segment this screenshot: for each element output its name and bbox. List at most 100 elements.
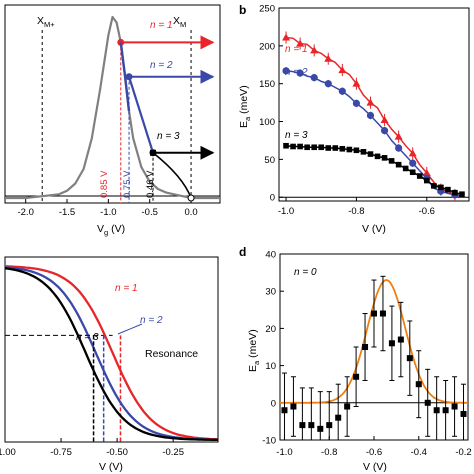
panel-b-point xyxy=(452,189,458,196)
panel-b-point xyxy=(394,132,403,140)
panel-b: b 0 50 100 150 200 250 -1.0 -0.8 -0.6 n = 1 n = … xyxy=(238,3,470,235)
panel-a-xtick-label: -1.5 xyxy=(59,207,75,218)
panel-d-point xyxy=(290,403,297,410)
panel-b-point xyxy=(431,183,437,189)
panel-a-xtick-label: 0.0 xyxy=(184,207,197,218)
panel-c-xtick-label: -1.00 xyxy=(0,447,16,458)
panel-c-curves xyxy=(4,265,219,442)
panel-d-xtick-label: -0.4 xyxy=(411,447,427,458)
panel-a-level-point xyxy=(117,38,125,46)
panel-d-point xyxy=(281,407,288,414)
panel-b-point xyxy=(380,116,389,124)
panel-c-ticks: -1.00 -0.75 -0.50 -0.25 xyxy=(0,438,184,458)
panel-d-ticks: -10 0 10 20 30 40 -1.0 -0.8 -0.6 -0.4 -0.2 xyxy=(262,250,471,459)
panel-a: -2.0 -1.5 -1.0 -0.5 0.0 XM+ XM n = 1 n = 2 n… xyxy=(4,4,221,237)
panel-a-level-path xyxy=(119,42,131,112)
panel-a-v1-label: 0.85 V xyxy=(99,170,110,198)
panel-b-point xyxy=(283,142,289,149)
panel-b-point xyxy=(346,146,353,153)
panel-d-xtick-label: -0.6 xyxy=(366,447,382,458)
panel-b-point xyxy=(353,147,360,154)
panel-a-gate-line xyxy=(5,15,220,200)
panel-b-letter: b xyxy=(239,3,246,17)
panel-a-xlabel: Vg (V) xyxy=(97,223,125,237)
panel-c-xtick-label: -0.50 xyxy=(106,447,128,458)
panel-c-resonance-label: Resonance xyxy=(145,348,198,360)
panel-b-point xyxy=(402,165,409,172)
panel-b-point xyxy=(296,69,304,77)
panel-d-point xyxy=(344,403,351,410)
panel-a-v3-label: 0.46 V xyxy=(145,170,156,198)
panel-d-point xyxy=(388,340,395,347)
panel-d-point xyxy=(433,407,440,414)
panel-d-ylabel: Ea (meV) xyxy=(247,329,261,372)
panel-d-letter: d xyxy=(239,245,246,259)
panel-c-n3-label: n = 3 xyxy=(76,332,99,343)
panel-b-point xyxy=(381,155,388,161)
panel-d-xtick-label: -1.0 xyxy=(276,447,292,458)
panel-d-ytick-label: 40 xyxy=(265,250,276,261)
panel-d-point xyxy=(397,336,404,343)
panel-b-point xyxy=(310,46,319,54)
panel-a-v2-label: 0.75 V xyxy=(122,170,133,198)
panel-a-xtick-label: -2.0 xyxy=(17,207,33,218)
panel-d-series xyxy=(280,275,468,440)
panel-b-point xyxy=(339,145,346,152)
panel-d-point xyxy=(424,399,431,406)
panel-b-point xyxy=(311,144,317,151)
panel-b-point xyxy=(445,186,451,193)
panel-a-level-path xyxy=(152,152,192,199)
panel-d-xlabel: V (V) xyxy=(363,461,387,473)
panel-b-ytick-label: 250 xyxy=(259,4,275,15)
panel-b-ytick-label: 200 xyxy=(259,41,275,52)
panel-b-point xyxy=(332,145,339,151)
panel-b-point xyxy=(352,79,361,87)
panel-d-point xyxy=(317,425,324,432)
panel-b-point xyxy=(304,144,310,151)
panel-b-point xyxy=(318,144,325,151)
panel-b-n2-label: n = 2 xyxy=(285,67,308,78)
panel-a-gate-curve xyxy=(5,15,220,200)
panel-d-xtick-label: -0.8 xyxy=(321,447,337,458)
panel-a-levels xyxy=(117,35,215,203)
panel-d-ytick-label: 20 xyxy=(265,324,276,335)
panel-c-xlabel: V (V) xyxy=(99,461,123,473)
panel-b-point xyxy=(422,168,431,176)
panel-b-n3-label: n = 3 xyxy=(285,130,308,141)
panel-a-xtick-label: -1.0 xyxy=(100,207,116,218)
panel-c-n2-pointer xyxy=(117,323,143,335)
panel-b-xlabel: V (V) xyxy=(362,223,386,235)
panel-a-xtick-label: -0.5 xyxy=(142,207,158,218)
panel-b-point xyxy=(296,39,305,47)
panel-b-series xyxy=(282,31,465,201)
panel-d-point xyxy=(442,407,449,414)
panel-c: -1.00 -0.75 -0.50 -0.25 n = 1 n = 2 n = 3 R… xyxy=(0,256,219,473)
panel-d-point xyxy=(362,344,369,350)
panel-d-point xyxy=(326,422,333,429)
panel-b-point xyxy=(367,151,374,157)
panel-b-ytick-label: 100 xyxy=(259,117,275,128)
panel-b-point xyxy=(325,145,332,151)
panel-b-series-line xyxy=(285,70,463,197)
panel-b-point xyxy=(324,80,332,88)
panel-b-n1-label: n = 1 xyxy=(285,44,308,55)
panel-b-point xyxy=(282,67,290,75)
panel-b-ticks: 0 50 100 150 200 250 -1.0 -0.8 -0.6 xyxy=(259,4,469,217)
panel-b-point xyxy=(352,99,361,107)
panel-b-point xyxy=(409,159,417,167)
panel-a-frame xyxy=(4,4,221,204)
panel-b-point xyxy=(360,149,367,155)
panel-b-point xyxy=(366,98,375,106)
panel-a-n2-label: n = 2 xyxy=(150,60,173,71)
panel-b-point xyxy=(338,87,346,95)
panel-b-xtick-label: -0.8 xyxy=(348,206,364,217)
panel-b-point xyxy=(416,173,423,179)
panel-b-point xyxy=(282,33,291,41)
panel-d-point xyxy=(451,403,458,410)
panel-b-xtick-label: -1.0 xyxy=(278,206,294,217)
panel-c-n1-label: n = 1 xyxy=(115,283,138,294)
panel-b-point xyxy=(310,74,318,82)
panel-d-point xyxy=(415,381,422,388)
panel-b-point xyxy=(324,54,333,62)
panel-b-point xyxy=(409,169,416,176)
